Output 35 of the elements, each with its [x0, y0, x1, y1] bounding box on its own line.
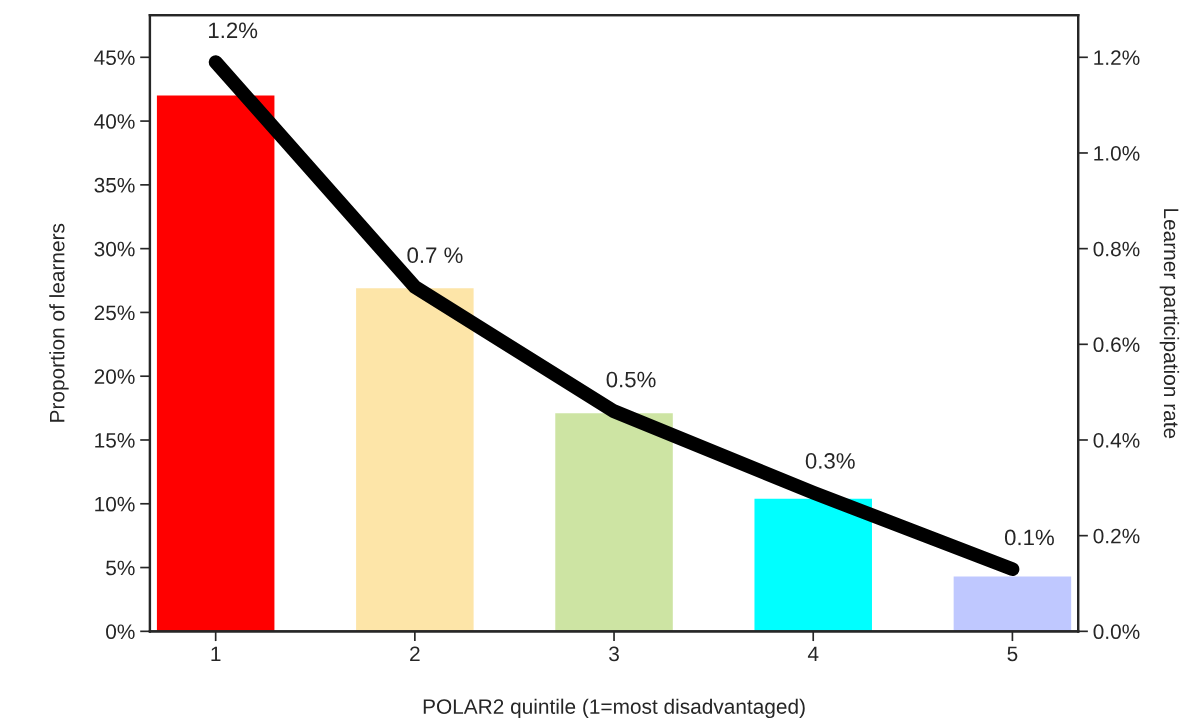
y2-axis-title: Learner participation rate [1159, 209, 1180, 439]
y2-tick-label: 1.2% [1094, 50, 1140, 65]
y-tick-label: 25% [94, 305, 135, 321]
data-label: 0.7 % [407, 247, 463, 264]
y-tick-label: 10% [95, 496, 135, 512]
y-tick-label: 5% [106, 560, 135, 576]
x-tick-label: 1 [211, 646, 221, 662]
bar [754, 498, 872, 632]
y2-tick-label: 0.8% [1093, 241, 1140, 257]
bar [356, 288, 474, 632]
data-label: 1.2% [209, 22, 258, 39]
y2-tick-label: 0.6% [1093, 337, 1140, 353]
y-tick-label: 35% [94, 177, 135, 193]
y-tick-label: 0% [106, 624, 135, 640]
y2-tick-label: 0.0% [1093, 624, 1140, 640]
y-tick-label: 40% [94, 114, 135, 129]
data-label: 0.3% [805, 453, 855, 469]
x-tick-label: 3 [609, 646, 619, 662]
y2-tick-label: 1.0% [1094, 145, 1140, 161]
bar [953, 576, 1072, 632]
y-tick-label: 20% [94, 369, 135, 384]
bar [156, 95, 275, 632]
bar [555, 413, 673, 632]
data-label: 0.1% [1004, 529, 1054, 546]
y-tick-label: 45% [94, 50, 135, 66]
x-axis-title: POLAR2 quintile (1=most disadvantaged) [423, 698, 805, 719]
x-tick-label: 5 [1007, 646, 1018, 662]
data-label: 0.5% [606, 371, 656, 388]
y-axis-title: Proportion of learners [49, 223, 69, 422]
y-tick-label: 30% [94, 241, 135, 257]
x-tick-label: 4 [807, 646, 819, 662]
y-tick-label: 15% [95, 433, 135, 448]
y2-tick-label: 0.4% [1093, 432, 1140, 448]
y2-tick-label: 0.2% [1093, 528, 1140, 544]
x-tick-label: 2 [410, 646, 420, 662]
